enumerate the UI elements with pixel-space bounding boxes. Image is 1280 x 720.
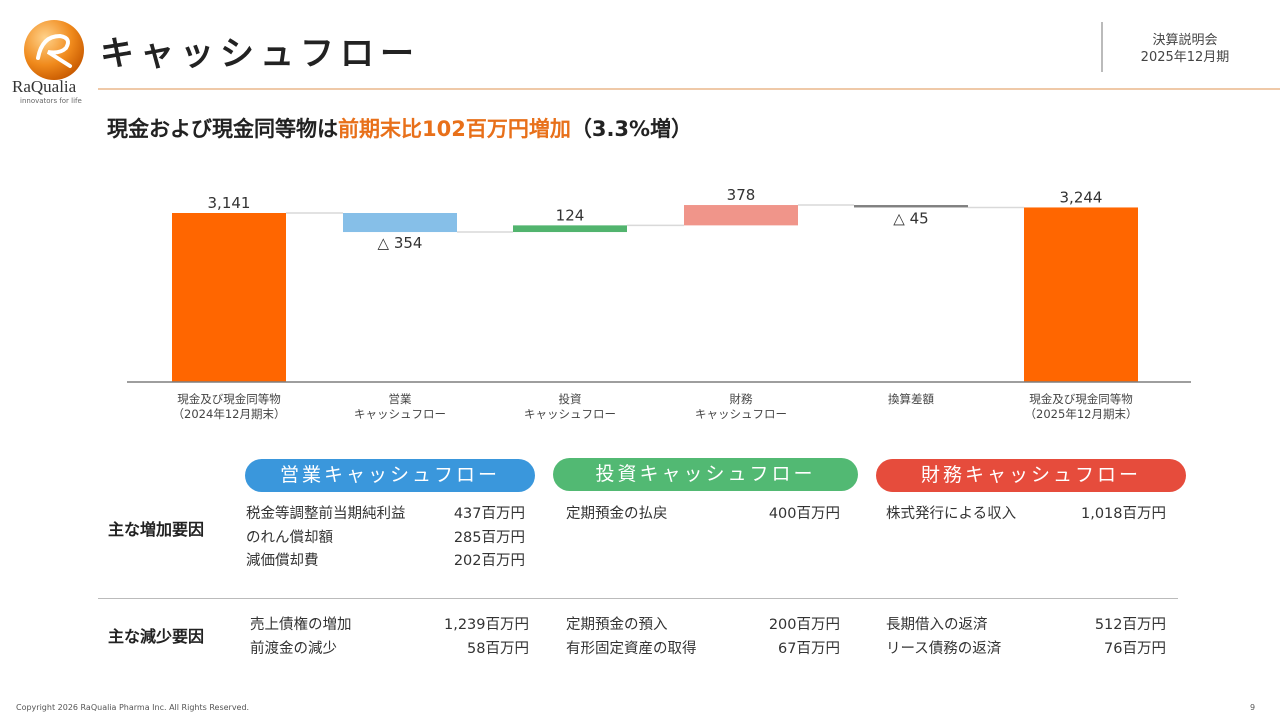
x-tick-label: 現金及び現金同等物 （2025年12月期末） — [1006, 392, 1156, 422]
decrease-value: 200百万円 — [768, 617, 840, 633]
page-number: 9 — [1250, 703, 1256, 712]
data-label: 3,244 — [1060, 188, 1103, 206]
x-tick-label: 財務 キャッシュフロー — [666, 392, 816, 422]
increase-value: 285百万円 — [453, 529, 525, 546]
subtitle-highlight: 前期末比102百万円増加 — [338, 117, 571, 141]
decrease-value: 67百万円 — [778, 640, 840, 657]
waterfall-chart: 3,141 △ 354 124 378 △ 45 3,244 — [127, 186, 1191, 383]
pill-investing: 投資キャッシュフロー — [553, 458, 858, 491]
increase-item: 定期預金の払戻 — [566, 506, 668, 522]
increase-item: 減価償却費 — [246, 553, 319, 569]
decrease-value: 1,239百万円 — [443, 617, 529, 633]
brand-tagline: innovators for life — [20, 97, 82, 105]
decrease-factors-label: 主な減少要因 — [108, 627, 205, 646]
increase-value: 400百万円 — [768, 506, 840, 522]
decrease-item: 長期借入の返済 — [886, 617, 988, 633]
copyright: Copyright 2026 RaQualia Pharma Inc. All … — [16, 703, 250, 712]
subtitle: 現金および現金同等物は前期末比102百万円増加（3.3%増） — [107, 113, 692, 143]
x-tick-label-line: キャッシュフロー — [354, 407, 446, 421]
bar-5 — [1024, 207, 1138, 382]
decrease-value: 512百万円 — [1094, 617, 1166, 633]
increase-factors-label: 主な増加要因 — [108, 520, 205, 539]
increase-value: 437百万円 — [453, 506, 525, 522]
meta-event: 決算説明会 — [1152, 33, 1218, 48]
section-divider — [98, 598, 1178, 599]
increase-value: 1,018百万円 — [1080, 506, 1166, 522]
decrease-value: 58百万円 — [467, 640, 529, 657]
data-label: 3,141 — [208, 194, 251, 212]
increase-value: 202百万円 — [453, 553, 525, 569]
decrease-item: 有形固定資産の取得 — [566, 640, 697, 657]
increase-item: 株式発行による収入 — [886, 506, 1017, 522]
bar-1 — [343, 213, 457, 233]
decrease-item: 売上債権の増加 — [250, 617, 352, 633]
x-tick-label-line: 換算差額 — [888, 392, 934, 406]
x-tick-label-line: 現金及び現金同等物 — [177, 392, 281, 406]
bar-2 — [513, 225, 627, 233]
x-tick-label: 換算差額 — [836, 392, 986, 407]
x-tick-label: 現金及び現金同等物 （2024年12月期末） — [154, 392, 304, 422]
header-rule — [98, 88, 1280, 90]
bar-0 — [172, 213, 286, 382]
header-divider — [1101, 22, 1103, 72]
increase-item: のれん償却額 — [246, 529, 333, 546]
x-tick-label-line: キャッシュフロー — [695, 407, 787, 421]
x-tick-label-line: （2024年12月期末） — [172, 407, 286, 421]
x-tick-label-line: 営業 — [388, 392, 412, 406]
subtitle-prefix: 現金および現金同等物は — [107, 117, 338, 141]
meta-period: 2025年12月期 — [1140, 50, 1230, 65]
data-label: 124 — [556, 206, 585, 224]
x-tick-label-line: 財務 — [729, 392, 753, 406]
x-tick-label-line: （2025年12月期末） — [1024, 407, 1138, 421]
pill-operating: 営業キャッシュフロー — [245, 459, 535, 492]
data-label: △ 354 — [378, 234, 423, 252]
x-tick-label-line: 現金及び現金同等物 — [1029, 392, 1133, 406]
decrease-value: 76百万円 — [1104, 640, 1166, 657]
x-tick-label-line: 投資 — [558, 392, 582, 406]
decrease-item: 定期預金の預入 — [566, 617, 668, 633]
pill-financing: 財務キャッシュフロー — [876, 459, 1186, 492]
brand-name: RaQualia — [12, 77, 77, 96]
page-title: キャッシュフロー — [100, 34, 420, 74]
data-label: △ 45 — [893, 209, 928, 227]
bar-3 — [684, 205, 798, 226]
data-label: 378 — [727, 186, 756, 204]
raqualia-logo-icon — [24, 20, 84, 80]
bar-4 — [854, 205, 968, 208]
decrease-item: 前渡金の減少 — [250, 640, 337, 657]
increase-item: 税金等調整前当期純利益 — [246, 506, 406, 522]
x-tick-label-line: キャッシュフロー — [524, 407, 616, 421]
decrease-item: リース債務の返済 — [886, 640, 1002, 657]
subtitle-suffix: （3.3%増） — [570, 117, 693, 141]
x-tick-label: 営業 キャッシュフロー — [325, 392, 475, 422]
meta-info: 決算説明会 2025年12月期 — [1130, 32, 1240, 66]
x-tick-label: 投資 キャッシュフロー — [495, 392, 645, 422]
